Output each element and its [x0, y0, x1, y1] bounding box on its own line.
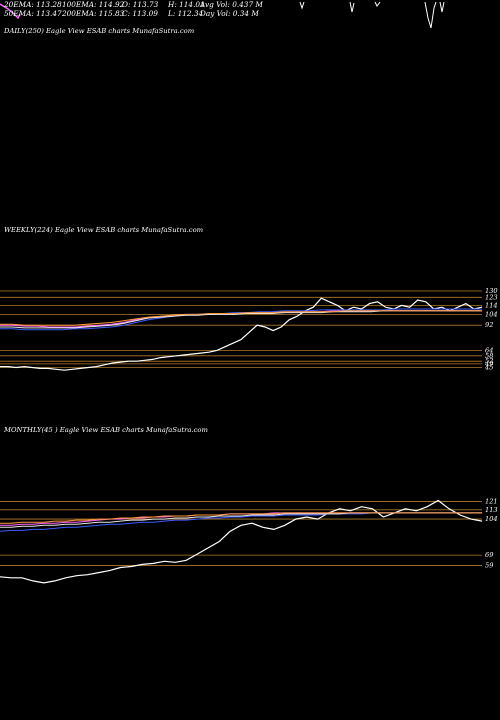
- weekly-ytick-label: 104: [485, 310, 498, 318]
- monthly-price-line: [0, 499, 483, 584]
- ema200-label: 200EMA: 115.83: [62, 9, 125, 18]
- weekly-ytick-label: 49: [484, 360, 493, 368]
- weekly-ytick-label: 52: [485, 357, 493, 365]
- monthly-ytick-label: 59: [485, 561, 493, 569]
- weekly-ytick-label: 45: [484, 364, 493, 372]
- weekly-ytick-label: 92: [485, 321, 493, 329]
- ema20-label: 20EMA: 113.28: [4, 0, 62, 9]
- monthly-caption: MONTHLY(45 ) Eagle View ESAB charts Muna…: [4, 426, 208, 434]
- daily-panel-spikes: [299, 1, 445, 29]
- monthly-ytick-label: 121: [485, 498, 498, 506]
- low-label: L: 112.34: [168, 9, 204, 18]
- ema-pink-spike: [0, 3, 21, 20]
- weekly-ytick-label: 64: [485, 346, 493, 354]
- monthly-ytick-label: 113: [485, 506, 498, 514]
- weekly-ytick-label: 130: [485, 287, 498, 295]
- open-label: O: 113.73: [122, 0, 159, 9]
- high-label: H: 114.01: [168, 0, 205, 9]
- weekly-ytick-label: 114: [485, 301, 498, 309]
- weekly-price-line: [0, 297, 483, 371]
- weekly-ytick-label: 58: [485, 352, 493, 360]
- weekly-ema-line: [0, 310, 482, 326]
- weekly-ytick-label: 123: [485, 293, 498, 301]
- weekly-caption: WEEKLY(224) Eagle View ESAB charts Munaf…: [4, 226, 204, 234]
- ema100-label: 100EMA: 114.92: [62, 0, 125, 9]
- close-label: C: 113.09: [122, 9, 158, 18]
- ema50-label: 50EMA: 113.47: [4, 9, 62, 18]
- daily-caption: DAILY(250) Eagle View ESAB charts Munafa…: [4, 27, 195, 35]
- day-vol-label: Day Vol: 0.34 M: [200, 9, 259, 18]
- avg-vol-label: Avg Vol: 0.437 M: [200, 0, 263, 9]
- monthly-ema-line: [0, 512, 482, 524]
- monthly-ytick-label: 104: [485, 515, 498, 523]
- monthly-ytick-label: 69: [485, 551, 493, 559]
